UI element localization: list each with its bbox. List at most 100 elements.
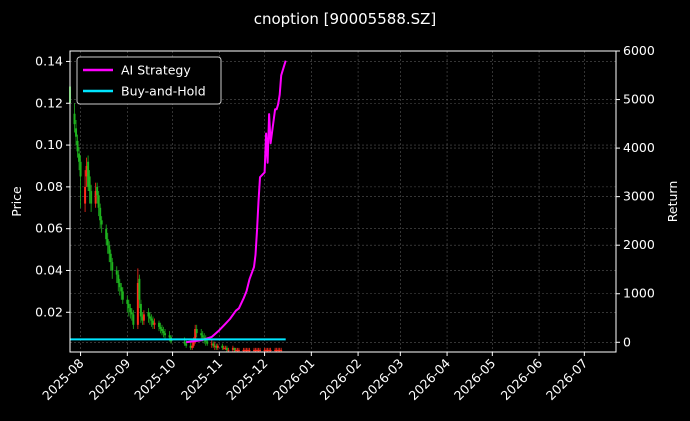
y-tick-label-left: 0.14 — [35, 53, 63, 68]
x-tick-label: 2026-06 — [498, 355, 546, 403]
x-tick-label: 2026-01 — [270, 356, 318, 404]
candle-body — [148, 316, 151, 319]
candle-body — [79, 161, 82, 177]
candle-body — [204, 339, 207, 342]
candle-body — [210, 343, 213, 345]
candle-body — [142, 314, 145, 321]
candle-body — [97, 195, 100, 208]
candle-body — [215, 345, 218, 348]
candle-body — [227, 349, 230, 351]
candle-body — [222, 347, 225, 349]
candle-body — [278, 349, 281, 351]
candle-body — [201, 335, 204, 338]
y-axis-label-right: Return — [665, 181, 680, 222]
x-tick-label: 2026-07 — [543, 356, 591, 404]
candle-body — [108, 245, 111, 254]
candle-body — [268, 349, 271, 351]
plot-frame — [69, 50, 617, 353]
candle-body — [96, 186, 99, 196]
candle-body — [231, 347, 234, 350]
candle-body — [120, 287, 123, 292]
candle-body — [277, 349, 280, 351]
candle-body — [225, 347, 228, 350]
y-tick-label-left: 0.08 — [35, 179, 63, 194]
candle-body — [130, 312, 133, 315]
candle-body — [245, 349, 248, 351]
y-tick-label-right: 6000 — [623, 43, 655, 58]
x-tick-label: 2025-11 — [178, 356, 226, 404]
candle-body — [248, 349, 251, 351]
candle-body — [246, 349, 249, 351]
candle-body — [266, 349, 269, 351]
candle-body — [275, 349, 278, 351]
candle-body — [236, 349, 239, 351]
return-lines — [70, 60, 287, 344]
candle-body — [157, 322, 160, 327]
candle-body — [109, 253, 112, 263]
candle-body — [212, 343, 215, 346]
legend: AI Strategy Buy-and-Hold — [76, 56, 222, 105]
candle-body — [141, 316, 144, 321]
candle-body — [118, 283, 121, 288]
candle-body — [100, 220, 103, 225]
candle-body — [263, 349, 266, 351]
candle-body — [254, 349, 257, 351]
x-tick-label: 2025-12 — [223, 356, 271, 404]
candle-body — [183, 341, 186, 344]
candle-body — [75, 128, 78, 137]
candle-body — [78, 153, 81, 162]
candle-body — [192, 341, 195, 346]
candle-body — [87, 161, 90, 187]
candle-body — [224, 347, 227, 349]
candle-body — [185, 343, 188, 346]
candle-body — [115, 270, 118, 275]
candle-body — [162, 331, 165, 334]
candle-body — [164, 333, 167, 336]
candle-body — [213, 345, 216, 347]
y-tick-label-right: 1000 — [623, 286, 655, 301]
y-axis-label-left: Price — [9, 186, 24, 217]
candle-body — [194, 329, 197, 342]
candle-body — [151, 320, 154, 325]
y-tick-label-right: 3000 — [623, 189, 655, 204]
candle-body — [195, 329, 198, 334]
candle-body — [139, 303, 142, 317]
candle-body — [242, 349, 245, 351]
candle-body — [265, 349, 268, 351]
candle-body — [99, 207, 102, 221]
x-tick-label: 2026-02 — [317, 356, 365, 404]
candle-body — [132, 314, 135, 325]
candle-body — [76, 140, 79, 152]
candle-body — [221, 345, 224, 348]
candle-body — [237, 349, 240, 351]
candle-body — [94, 191, 97, 204]
candle-body — [105, 228, 108, 240]
candle-body — [111, 262, 114, 271]
legend-label-buy-and-hold: Buy-and-Hold — [121, 84, 206, 99]
candle-body — [121, 291, 124, 300]
candle-body — [129, 308, 132, 313]
candle-body — [269, 349, 272, 351]
y-tick-label-right: 4000 — [623, 140, 655, 155]
candle-body — [147, 312, 150, 317]
legend-label-ai-strategy: AI Strategy — [121, 63, 191, 78]
candle-body — [234, 349, 237, 351]
candle-body — [280, 349, 283, 351]
candle-body — [88, 176, 91, 192]
candle-body — [136, 283, 139, 325]
candle-body — [150, 318, 153, 321]
x-tick-label: 2025-09 — [86, 355, 134, 403]
y-tick-label-left: 0.10 — [35, 137, 63, 152]
y-tick-label-left: 0.06 — [35, 221, 63, 236]
candles — [69, 71, 283, 352]
y-tick-label-left: 0.12 — [35, 95, 63, 110]
candle-body — [161, 329, 164, 332]
candle-body — [90, 191, 93, 204]
candle-body — [216, 345, 219, 348]
candle-body — [256, 349, 259, 351]
x-tick-label: 2026-05 — [451, 356, 499, 404]
ai-strategy-line — [185, 60, 287, 344]
candle-body — [153, 322, 156, 325]
y-tick-label-left: 0.02 — [35, 304, 63, 319]
